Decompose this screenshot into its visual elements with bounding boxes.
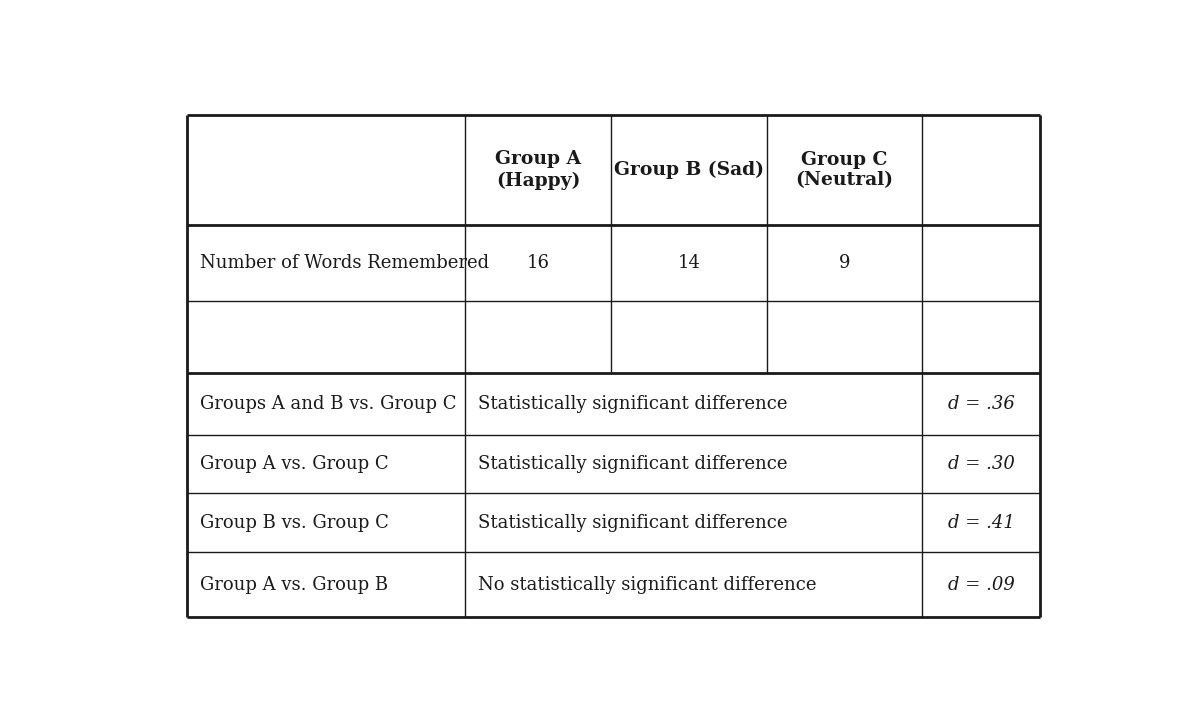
Text: Statistically significant difference: Statistically significant difference bbox=[478, 395, 788, 413]
Text: Group A vs. Group B: Group A vs. Group B bbox=[200, 576, 388, 594]
Text: 16: 16 bbox=[527, 254, 549, 272]
Text: Groups A and B vs. Group C: Groups A and B vs. Group C bbox=[200, 395, 456, 413]
Text: d = .30: d = .30 bbox=[948, 455, 1015, 473]
Text: Statistically significant difference: Statistically significant difference bbox=[478, 514, 788, 531]
Text: 9: 9 bbox=[839, 254, 850, 272]
Text: d = .41: d = .41 bbox=[948, 514, 1015, 531]
Text: Statistically significant difference: Statistically significant difference bbox=[478, 455, 788, 473]
Text: Number of Words Remembered: Number of Words Remembered bbox=[200, 254, 488, 272]
Text: No statistically significant difference: No statistically significant difference bbox=[478, 576, 816, 594]
Text: Group B (Sad): Group B (Sad) bbox=[614, 161, 764, 179]
Text: d = .36: d = .36 bbox=[948, 395, 1015, 413]
Text: Group A
(Happy): Group A (Happy) bbox=[496, 150, 581, 189]
Text: 14: 14 bbox=[678, 254, 700, 272]
Text: Group A vs. Group C: Group A vs. Group C bbox=[200, 455, 388, 473]
Text: d = .09: d = .09 bbox=[948, 576, 1015, 594]
Text: Group C
(Neutral): Group C (Neutral) bbox=[796, 151, 893, 189]
Text: Group B vs. Group C: Group B vs. Group C bbox=[200, 514, 388, 531]
